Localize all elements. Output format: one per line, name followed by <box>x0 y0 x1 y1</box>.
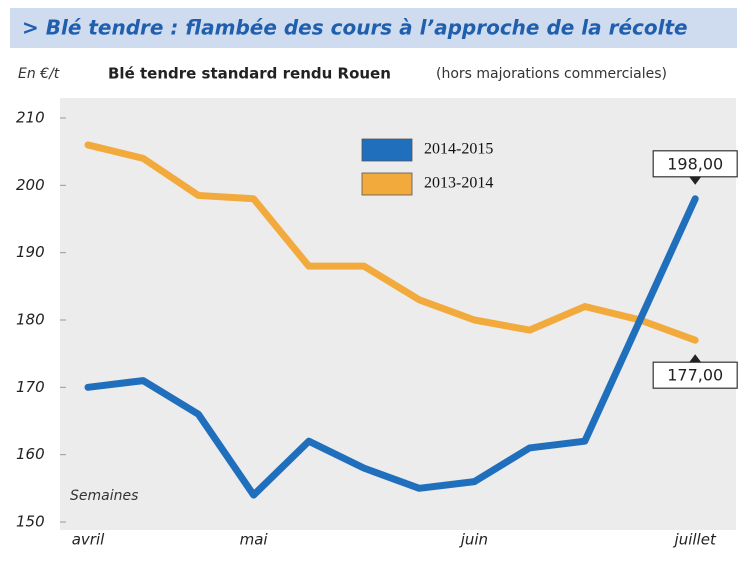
legend-label: 2013-2014 <box>424 175 493 192</box>
chart-title: > Blé tendre : flambée des cours à l’app… <box>22 16 688 40</box>
series-line <box>84 195 699 499</box>
series-line <box>84 141 699 344</box>
y-axis-label: En €/t <box>18 66 60 82</box>
value-label: 198,00 <box>667 154 723 173</box>
value-label-box <box>652 361 738 389</box>
y-tick-label: 200 <box>16 176 45 194</box>
legend-label: 2014-2015 <box>424 141 493 158</box>
y-tick-label: 190 <box>16 243 45 261</box>
title-bar <box>10 8 737 48</box>
value-label-pointer <box>689 354 702 363</box>
plot-area <box>60 98 736 530</box>
y-tick-label: 150 <box>16 513 45 531</box>
subtitle: Blé tendre standard rendu Rouen <box>108 65 391 83</box>
value-label: 177,00 <box>667 366 723 385</box>
x-tick-label: juillet <box>673 531 717 549</box>
legend-swatch <box>361 172 413 196</box>
x-tick-label: avril <box>72 531 105 549</box>
x-tick-label: juin <box>459 531 488 549</box>
legend-swatch <box>361 138 413 162</box>
subtitle-note: (hors majorations commerciales) <box>436 66 667 82</box>
x-axis-label: Semaines <box>70 488 138 504</box>
y-tick-label: 210 <box>16 109 45 127</box>
y-tick-label: 160 <box>16 445 45 463</box>
y-tick-label: 170 <box>16 378 45 396</box>
value-label-pointer <box>689 176 702 185</box>
y-tick-label: 180 <box>16 311 45 329</box>
x-tick-label: mai <box>240 531 269 549</box>
